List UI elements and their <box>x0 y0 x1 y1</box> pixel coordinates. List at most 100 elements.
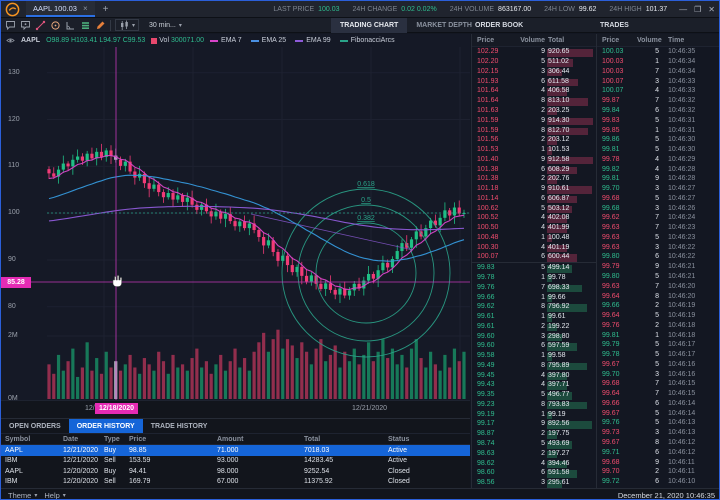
price-chart[interactable]: 0.382 0.5 0.618 <box>1 47 470 401</box>
order-book-row[interactable]: 99.43 4 397.71 <box>472 380 596 390</box>
trade-row[interactable]: 99.67 5 10:46:16 <box>597 360 719 370</box>
trade-row[interactable]: 99.87 7 10:46:32 <box>597 96 719 106</box>
table-row[interactable]: AAPL 12/20/2020 Buy 94.41 98.000 9252.54 Close… <box>1 466 470 477</box>
legend-indicator[interactable]: EMA 99 <box>295 37 331 44</box>
order-book-row[interactable]: 101.38 6 608.29 <box>472 164 596 175</box>
trade-row[interactable]: 99.71 6 10:46:12 <box>597 447 719 457</box>
view-tab-trading-chart[interactable]: TRADING CHART <box>331 18 408 33</box>
trade-row[interactable]: 99.63 3 10:46:22 <box>597 242 719 252</box>
trade-row[interactable]: 99.78 4 10:46:29 <box>597 154 719 164</box>
orders-tab-open-orders[interactable]: OPEN ORDERS <box>9 422 61 430</box>
order-book-row[interactable]: 99.58 1 99.58 <box>472 351 596 361</box>
trade-row[interactable]: 99.70 3 10:46:27 <box>597 184 719 194</box>
chat-icon[interactable] <box>5 20 16 31</box>
order-book-row[interactable]: 98.87 2 197.75 <box>472 429 596 439</box>
trade-row[interactable]: 99.66 6 10:46:14 <box>597 399 719 409</box>
order-book-row[interactable]: 100.50 4 401.99 <box>472 223 596 233</box>
order-book-row[interactable]: 101.18 9 910.61 <box>472 184 596 194</box>
order-book-row[interactable]: 99.66 1 99.66 <box>472 292 596 303</box>
trade-row[interactable]: 99.68 7 10:46:15 <box>597 379 719 389</box>
chart-type-button[interactable]: ▾ <box>115 19 140 31</box>
trade-row[interactable]: 99.85 1 10:46:31 <box>597 125 719 135</box>
trade-row[interactable]: 99.67 5 10:46:14 <box>597 408 719 418</box>
order-book-row[interactable]: 101.59 8 812.70 <box>472 125 596 135</box>
trade-row[interactable]: 99.68 9 10:46:11 <box>597 457 719 467</box>
trade-row[interactable]: 99.81 9 10:46:28 <box>597 174 719 184</box>
trade-row[interactable]: 99.79 9 10:46:21 <box>597 262 719 272</box>
order-book-row[interactable]: 98.60 6 591.58 <box>472 468 596 478</box>
table-row[interactable]: IBM 12/20/2020 Sell 169.79 67.000 11375.92 Clo… <box>1 477 470 488</box>
order-book-row[interactable]: 100.30 4 401.19 <box>472 242 596 253</box>
eye-icon[interactable] <box>6 36 15 45</box>
view-tab-market-depth[interactable]: MARKET DEPTH <box>416 22 472 29</box>
trade-row[interactable]: 100.03 5 10:46:35 <box>597 47 719 57</box>
close-icon[interactable]: ✕ <box>708 4 715 14</box>
chart-area[interactable]: AAPL O98.89 H103.41 L94.97 C99.53 Vol 30… <box>1 34 470 418</box>
trade-row[interactable]: 99.70 3 10:46:16 <box>597 369 719 379</box>
orders-tab-trade-history[interactable]: TRADE HISTORY <box>150 422 208 430</box>
trade-row[interactable]: 100.03 1 10:46:34 <box>597 57 719 67</box>
trade-row[interactable]: 99.86 5 10:46:30 <box>597 135 719 145</box>
layers-icon[interactable] <box>80 20 91 31</box>
legend-indicator[interactable]: FibonacciArcs <box>339 37 395 44</box>
angle-tool-icon[interactable] <box>65 20 76 31</box>
order-book-row[interactable]: 101.56 2 203.12 <box>472 135 596 145</box>
order-book-row[interactable]: 99.19 1 99.19 <box>472 409 596 420</box>
menu-help[interactable]: Help ▾ <box>44 491 65 500</box>
order-book-row[interactable]: 98.74 5 493.69 <box>472 439 596 449</box>
order-book-row[interactable]: 99.60 6 597.59 <box>472 341 596 351</box>
trade-row[interactable]: 99.63 7 10:46:20 <box>597 281 719 291</box>
order-book-row[interactable]: 100.52 4 402.08 <box>472 213 596 223</box>
trade-row[interactable]: 99.84 6 10:46:32 <box>597 106 719 116</box>
order-book-row[interactable]: 101.63 2 203.25 <box>472 106 596 116</box>
order-book-row[interactable]: 100.62 5 503.12 <box>472 203 596 214</box>
new-tab-button[interactable]: + <box>102 3 109 15</box>
trade-row[interactable]: 99.83 5 10:46:31 <box>597 115 719 125</box>
order-book-row[interactable]: 99.49 8 795.89 <box>472 361 596 371</box>
trade-row[interactable]: 99.64 7 10:46:15 <box>597 389 719 399</box>
order-book-row[interactable]: 99.35 5 496.77 <box>472 390 596 400</box>
order-book-row[interactable]: 98.62 4 394.46 <box>472 458 596 469</box>
trade-row[interactable]: 99.81 5 10:46:30 <box>597 145 719 155</box>
menu-theme[interactable]: Theme ▾ <box>8 491 37 500</box>
order-book-row[interactable]: 101.14 6 606.87 <box>472 193 596 204</box>
order-book-row[interactable]: 101.64 8 813.10 <box>472 96 596 106</box>
order-book-row[interactable]: 100.48 1 100.48 <box>472 233 596 243</box>
legend-indicator[interactable]: EMA 25 <box>250 37 286 44</box>
order-book-row[interactable]: 98.56 3 295.61 <box>472 478 596 488</box>
trade-row[interactable]: 99.66 2 10:46:19 <box>597 301 719 311</box>
trade-row[interactable]: 99.82 4 10:46:28 <box>597 164 719 174</box>
trade-row[interactable]: 100.03 7 10:46:34 <box>597 67 719 77</box>
order-book-row[interactable]: 99.45 4 397.80 <box>472 370 596 381</box>
order-book-row[interactable]: 102.15 3 306.44 <box>472 67 596 77</box>
trade-row[interactable]: 99.63 5 10:46:23 <box>597 233 719 243</box>
trade-row[interactable]: 99.73 3 10:46:13 <box>597 428 719 438</box>
order-book-row[interactable]: 99.76 7 698.33 <box>472 282 596 293</box>
trade-row[interactable]: 99.64 5 10:46:19 <box>597 311 719 321</box>
trendline-icon[interactable] <box>35 20 46 31</box>
order-book-row[interactable]: 99.61 2 199.22 <box>472 321 596 332</box>
trade-row[interactable]: 99.68 5 10:46:27 <box>597 193 719 203</box>
table-row[interactable]: AAPL 12/21/2020 Buy 98.85 71.000 7018.03 Activ… <box>1 445 470 456</box>
interval-select[interactable]: 30 min... ▾ <box>149 22 182 29</box>
trade-row[interactable]: 99.76 2 10:46:18 <box>597 320 719 330</box>
trade-row[interactable]: 99.72 6 10:46:10 <box>597 477 719 487</box>
trade-row[interactable]: 99.81 1 10:46:18 <box>597 330 719 340</box>
symbol-tab[interactable]: AAPL 100.03 × <box>26 1 95 17</box>
order-book-row[interactable]: 99.23 8 793.83 <box>472 400 596 410</box>
order-book-row[interactable]: 100.07 6 600.44 <box>472 252 596 262</box>
order-book-row[interactable]: 99.83 5 499.14 <box>472 263 596 273</box>
order-book-row[interactable]: 99.60 3 298.80 <box>472 331 596 342</box>
order-book-row[interactable]: 101.53 1 101.53 <box>472 145 596 155</box>
order-book-row[interactable]: 99.17 9 892.56 <box>472 419 596 429</box>
trade-row[interactable]: 99.78 5 10:46:17 <box>597 350 719 360</box>
order-book-row[interactable]: 101.93 6 611.58 <box>472 76 596 87</box>
trade-row[interactable]: 99.62 7 10:46:24 <box>597 213 719 223</box>
order-book-row[interactable]: 101.38 2 202.76 <box>472 174 596 184</box>
tab-close-icon[interactable]: × <box>82 3 88 13</box>
trade-row[interactable]: 100.07 3 10:46:33 <box>597 76 719 86</box>
maximize-icon[interactable]: ❐ <box>694 4 702 14</box>
trade-row[interactable]: 99.67 8 10:46:12 <box>597 438 719 448</box>
trade-row[interactable]: 100.07 4 10:46:33 <box>597 86 719 96</box>
